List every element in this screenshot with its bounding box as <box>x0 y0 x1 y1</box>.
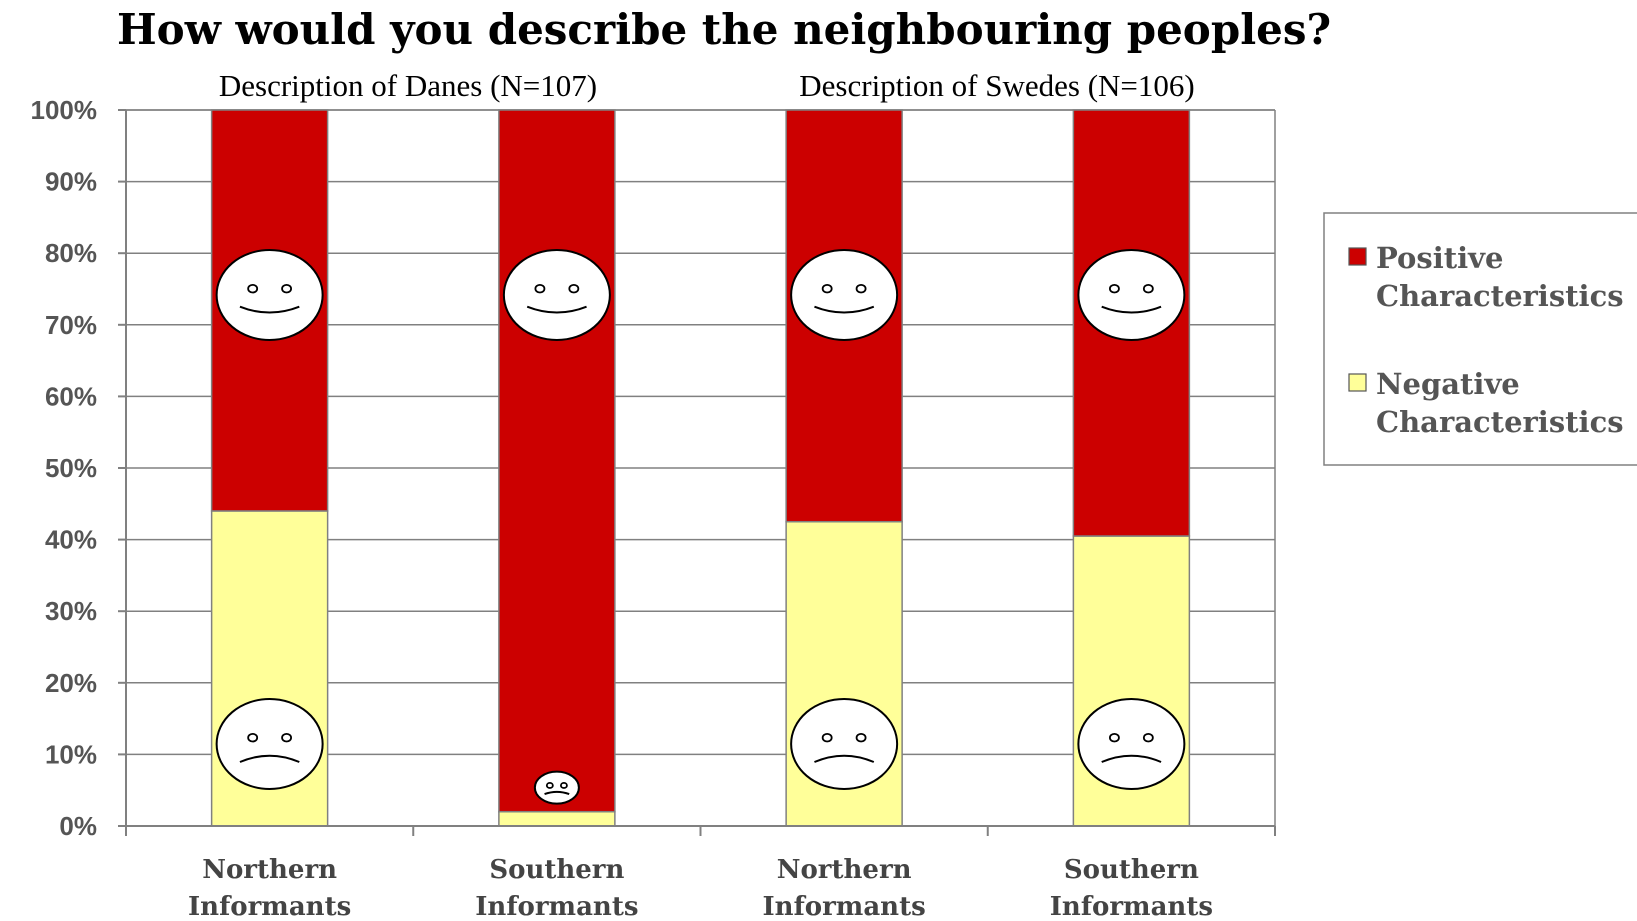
chart-title: How would you describe the neighbouring … <box>117 5 1331 54</box>
panel-title-danes: Description of Danes (N=107) <box>219 68 597 103</box>
y-tick-label: 0% <box>59 811 97 841</box>
legend-label-negative-line2: Characteristics <box>1376 405 1624 439</box>
y-tick-label: 10% <box>45 739 97 769</box>
happy-face-icon-2 <box>502 249 611 341</box>
legend-swatch-negative <box>1348 373 1367 392</box>
face-icons <box>215 249 1186 805</box>
y-tick-label: 70% <box>45 310 97 340</box>
x-tick-label: Southern <box>489 855 624 885</box>
x-tick-label: Southern <box>1064 855 1199 885</box>
sad-face-icon-4 <box>1077 698 1186 790</box>
y-tick-label: 60% <box>45 381 97 411</box>
legend-swatch-positive <box>1348 247 1367 266</box>
happy-face-icon-3 <box>790 249 899 341</box>
y-axis-tick-labels: 0% 10% 20% 30% 40% 50% 60% 70% 80% 90% 100% <box>31 95 98 841</box>
x-tick-label: Informants <box>188 892 351 921</box>
y-tick-label: 40% <box>45 525 97 555</box>
legend-label-positive-line2: Characteristics <box>1376 279 1624 313</box>
axes <box>118 109 1276 836</box>
happy-face-icon-4 <box>1077 249 1186 341</box>
x-axis-tick-labels: Northern Informants Southern Informants Nort… <box>188 855 1213 921</box>
x-tick-label: Northern <box>777 855 912 885</box>
happy-face-icon-1 <box>215 249 324 341</box>
sad-face-icon-1 <box>215 698 324 790</box>
legend-label-positive-line1: Positive <box>1376 241 1503 275</box>
x-tick-label: Informants <box>475 892 638 921</box>
legend: Positive Characteristics Negative Charac… <box>1323 212 1637 466</box>
y-tick-label: 30% <box>45 596 97 626</box>
y-tick-label: 90% <box>45 167 97 197</box>
x-tick-label: Informants <box>763 892 926 921</box>
legend-label-negative-line1: Negative <box>1376 367 1520 401</box>
panel-title-swedes: Description of Swedes (N=106) <box>799 68 1194 103</box>
y-tick-label: 100% <box>31 95 98 125</box>
bar-positive-2 <box>498 109 616 813</box>
x-tick-label: Informants <box>1050 892 1213 921</box>
y-tick-label: 80% <box>45 238 97 268</box>
legend-box <box>1323 212 1637 466</box>
sad-face-icon-3 <box>790 698 899 790</box>
bar-negative-2 <box>498 810 616 827</box>
y-tick-label: 50% <box>45 453 97 483</box>
x-tick-label: Northern <box>202 855 337 885</box>
sad-face-icon-2 <box>533 770 580 805</box>
y-tick-label: 20% <box>45 668 97 698</box>
